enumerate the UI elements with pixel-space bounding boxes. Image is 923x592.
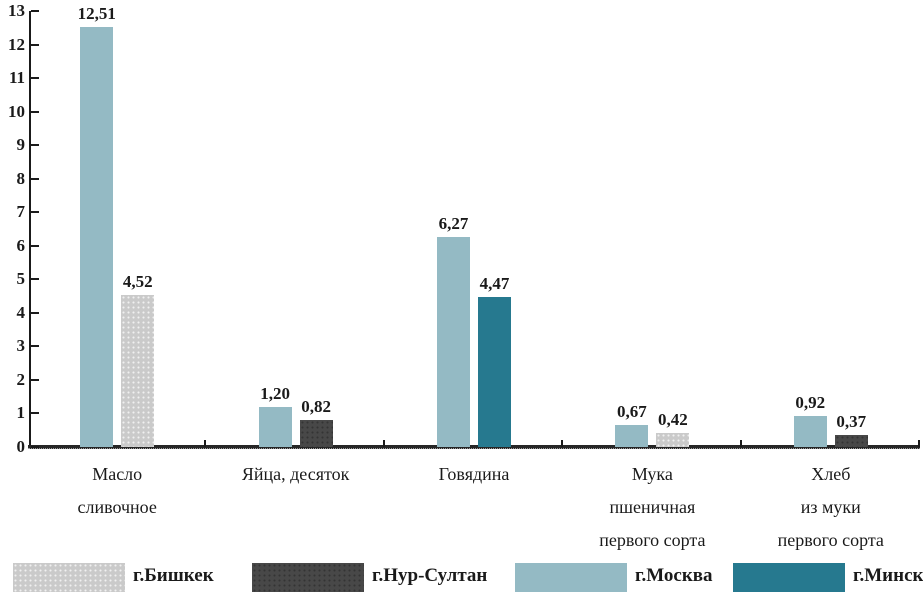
y-tick-label: 6	[16, 235, 26, 255]
y-tick-mark	[31, 244, 39, 247]
x-tick-mark	[918, 440, 920, 447]
x-tick-mark	[561, 440, 564, 447]
bar-г.Москва	[793, 416, 827, 447]
bar-г.Москва	[437, 236, 470, 447]
legend-label: г.Минск	[853, 565, 923, 586]
bar-г.Бишкек	[656, 432, 690, 447]
bar-г.Нур-Султан	[299, 419, 333, 447]
category-label-line: Масло	[92, 464, 143, 484]
y-tick-mark	[31, 211, 39, 214]
y-tick-label: 11	[8, 68, 25, 88]
y-tick-label: 8	[16, 168, 26, 188]
bar-г.Минск	[478, 297, 511, 447]
x-axis-line	[28, 445, 920, 449]
bar-value-label: 4,47	[479, 274, 510, 294]
legend-label: г.Бишкек	[133, 565, 214, 586]
bar-г.Москва	[615, 424, 649, 447]
y-tick-mark	[31, 177, 39, 180]
category-label: Яйца, десяток	[207, 458, 385, 491]
bar-value-label: 0,42	[658, 409, 688, 429]
bar-value-label: 4,52	[122, 272, 153, 292]
y-tick-mark	[31, 10, 39, 12]
y-tick-label: 1	[16, 403, 26, 423]
x-tick-mark	[204, 440, 207, 447]
legend-swatch	[515, 563, 627, 592]
y-tick-mark	[31, 43, 39, 46]
category-label: Говядина	[385, 458, 563, 491]
category-label-line: Хлеб	[811, 464, 851, 484]
category-label: Хлеб из муки первого сорта	[742, 458, 920, 557]
bar-value-label: 6,27	[438, 213, 469, 233]
y-tick-label: 9	[16, 135, 26, 155]
y-tick-mark	[31, 278, 39, 281]
bar-value-label: 0,37	[836, 411, 867, 431]
legend-swatch	[252, 563, 364, 592]
bar-value-label: 0,92	[795, 393, 826, 413]
category-label: Мука пшеничная первого сорта	[563, 458, 741, 557]
category-label-line: сливочное	[77, 497, 157, 517]
y-tick-mark	[31, 110, 39, 113]
category-label-line: Мука	[631, 464, 673, 484]
y-tick-mark	[31, 446, 39, 448]
category-label: Масло сливочное	[28, 458, 206, 524]
bar-value-label: 0,82	[301, 396, 331, 416]
category-label-line: из муки	[800, 497, 861, 517]
legend-swatch	[733, 563, 845, 592]
category-label-line: Яйца, десяток	[241, 464, 350, 484]
y-tick-mark	[31, 345, 39, 348]
y-tick-mark	[31, 77, 39, 80]
y-tick-label: 2	[16, 369, 26, 389]
y-tick-label: 5	[16, 269, 26, 289]
legend-label: г.Москва	[635, 565, 713, 586]
y-tick-mark	[31, 378, 39, 381]
category-label-line: пшеничная	[609, 497, 696, 517]
bar-value-label: 0,67	[617, 401, 647, 421]
category-label-line: первого сорта	[599, 530, 706, 550]
bar-г.Бишкек	[121, 295, 155, 447]
y-tick-label: 0	[16, 437, 26, 456]
y-tick-mark	[31, 412, 39, 415]
y-tick-label: 3	[16, 336, 26, 356]
y-tick-label: 7	[16, 202, 26, 222]
category-label-line: первого сорта	[777, 530, 884, 550]
bar-value-label: 12,51	[77, 4, 116, 24]
legend-swatch	[13, 563, 125, 592]
category-label-line: Говядина	[438, 464, 510, 484]
y-tick-label: 12	[8, 34, 25, 54]
y-tick-mark	[31, 144, 39, 147]
legend-label: г.Нур-Султан	[372, 565, 488, 586]
y-axis-line	[29, 11, 31, 447]
bar-value-label: 1,20	[260, 383, 290, 403]
y-tick-label: 4	[16, 302, 26, 322]
y-tick-mark	[31, 311, 39, 314]
x-tick-mark	[382, 440, 385, 447]
bar-г.Москва	[258, 406, 292, 447]
y-tick-label: 13	[8, 1, 25, 20]
x-tick-mark	[739, 440, 742, 447]
bar-г.Москва	[80, 27, 114, 447]
y-tick-label: 10	[8, 101, 25, 121]
bar-г.Нур-Султан	[834, 434, 868, 447]
